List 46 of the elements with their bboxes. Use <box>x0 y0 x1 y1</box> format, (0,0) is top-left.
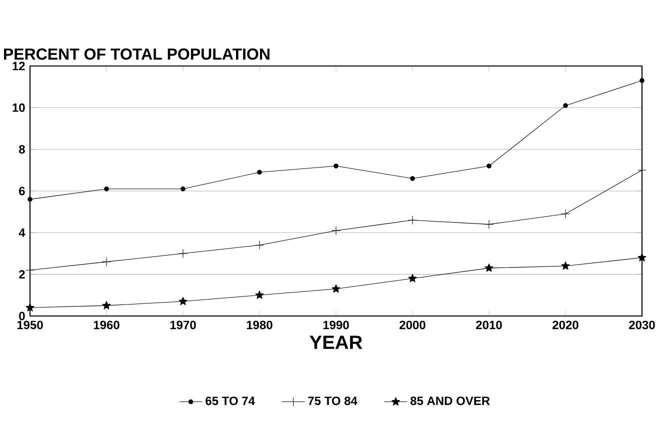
y-tick-label: 4 <box>18 228 26 237</box>
point <box>254 240 264 250</box>
x-tick-label: 2010 <box>476 320 502 330</box>
point <box>255 290 264 299</box>
point <box>408 274 417 282</box>
y-tick-label: 2 <box>19 270 25 279</box>
point <box>640 78 644 83</box>
point <box>26 303 34 312</box>
legend-label: 65 TO 74 <box>206 396 255 406</box>
point <box>332 284 340 293</box>
legend-label: 75 TO 84 <box>308 396 358 406</box>
x-tick-label: 1990 <box>323 320 349 330</box>
point <box>104 186 109 192</box>
x-tick-label: 2000 <box>400 320 426 330</box>
point <box>560 209 570 218</box>
y-tick-label: 10 <box>12 103 25 112</box>
y-tick-label: 12 <box>12 62 25 70</box>
x-tick-label: 1980 <box>246 320 272 330</box>
point <box>563 103 568 108</box>
x-tick-label: 2020 <box>552 320 578 330</box>
chart-title: PERCENT OF TOTAL POPULATION <box>4 48 270 60</box>
x-tick-label: 1960 <box>94 320 120 330</box>
point <box>180 186 186 192</box>
point <box>102 301 111 310</box>
point <box>257 170 262 175</box>
point <box>561 261 570 270</box>
point <box>331 226 341 236</box>
point <box>334 164 338 168</box>
y-tick-label: 6 <box>19 186 25 196</box>
x-axis-title: YEAR <box>310 336 362 349</box>
point <box>410 176 415 181</box>
x-tick-label: 1950 <box>17 320 43 330</box>
legend-label: 85 AND OVER <box>410 396 490 406</box>
point <box>28 196 32 202</box>
x-tick-label: 2030 <box>629 320 655 330</box>
point <box>484 220 494 229</box>
point <box>408 216 418 225</box>
x-tick-label: 1970 <box>170 320 196 330</box>
point <box>486 164 492 168</box>
point <box>178 248 188 258</box>
point <box>484 264 494 272</box>
point <box>178 296 188 306</box>
y-tick-label: 0 <box>19 312 25 320</box>
point <box>102 257 112 266</box>
y-tick-label: 8 <box>19 145 25 154</box>
point <box>638 253 646 262</box>
